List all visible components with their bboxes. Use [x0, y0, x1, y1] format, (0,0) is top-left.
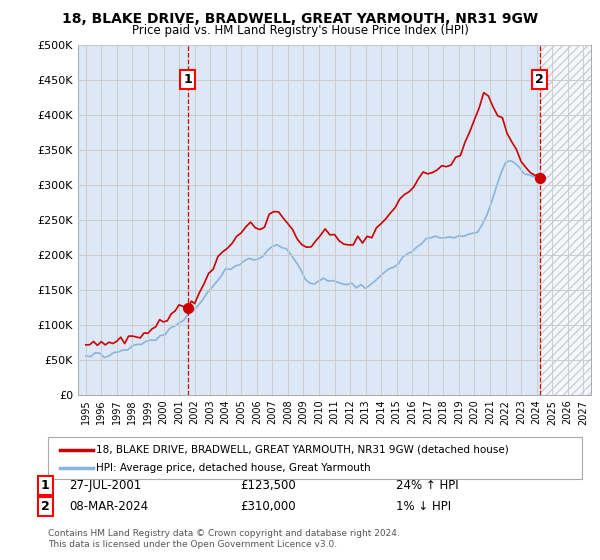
Text: 18, BLAKE DRIVE, BRADWELL, GREAT YARMOUTH, NR31 9GW: 18, BLAKE DRIVE, BRADWELL, GREAT YARMOUT…: [62, 12, 538, 26]
Text: 1: 1: [184, 73, 192, 86]
Text: HPI: Average price, detached house, Great Yarmouth: HPI: Average price, detached house, Grea…: [96, 463, 371, 473]
Text: 1: 1: [41, 479, 49, 492]
Bar: [539, 45, 591, 395]
Text: 08-MAR-2024: 08-MAR-2024: [69, 500, 148, 513]
Text: 18, BLAKE DRIVE, BRADWELL, GREAT YARMOUTH, NR31 9GW (detached house): 18, BLAKE DRIVE, BRADWELL, GREAT YARMOUT…: [96, 445, 509, 455]
Text: £123,500: £123,500: [240, 479, 296, 492]
Text: Price paid vs. HM Land Registry's House Price Index (HPI): Price paid vs. HM Land Registry's House …: [131, 24, 469, 37]
Text: 1% ↓ HPI: 1% ↓ HPI: [396, 500, 451, 513]
Text: £310,000: £310,000: [240, 500, 296, 513]
Text: 24% ↑ HPI: 24% ↑ HPI: [396, 479, 458, 492]
Text: 27-JUL-2001: 27-JUL-2001: [69, 479, 141, 492]
Text: Contains HM Land Registry data © Crown copyright and database right 2024.
This d: Contains HM Land Registry data © Crown c…: [48, 529, 400, 549]
Text: 2: 2: [535, 73, 544, 86]
Text: 2: 2: [41, 500, 49, 513]
